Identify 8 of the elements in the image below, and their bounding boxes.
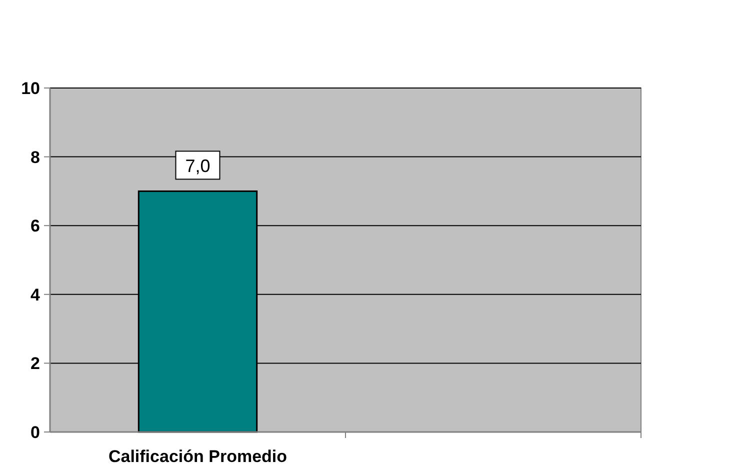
x-tick-label: Calificación Promedio [108,447,288,466]
data-label: 7,0 [185,156,210,176]
y-tick-label: 0 [30,422,40,442]
y-tick-label: 10 [21,78,40,98]
y-tick-label: 6 [30,216,40,236]
y-tick-label: 8 [30,148,40,167]
y-tick-label: 2 [30,354,40,374]
y-tick-label: 4 [30,285,41,304]
